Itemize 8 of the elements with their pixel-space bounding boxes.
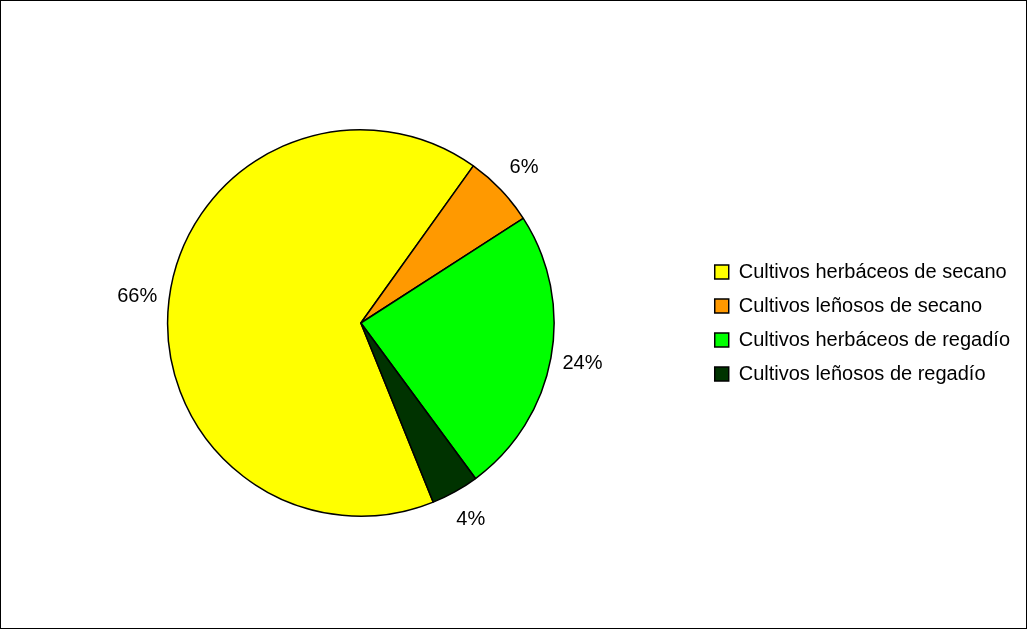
- data-label: 66%: [117, 283, 158, 306]
- data-label: 24%: [562, 351, 603, 374]
- legend-label: Cultivos leñosos de regadío: [738, 361, 986, 384]
- legend-label: Cultivos leñosos de secano: [738, 293, 983, 316]
- data-label: 6%: [509, 155, 539, 178]
- legend-label: Cultivos herbáceos de regadío: [738, 327, 1010, 350]
- legend-label: Cultivos herbáceos de secano: [738, 259, 1007, 282]
- data-label: 4%: [456, 507, 486, 530]
